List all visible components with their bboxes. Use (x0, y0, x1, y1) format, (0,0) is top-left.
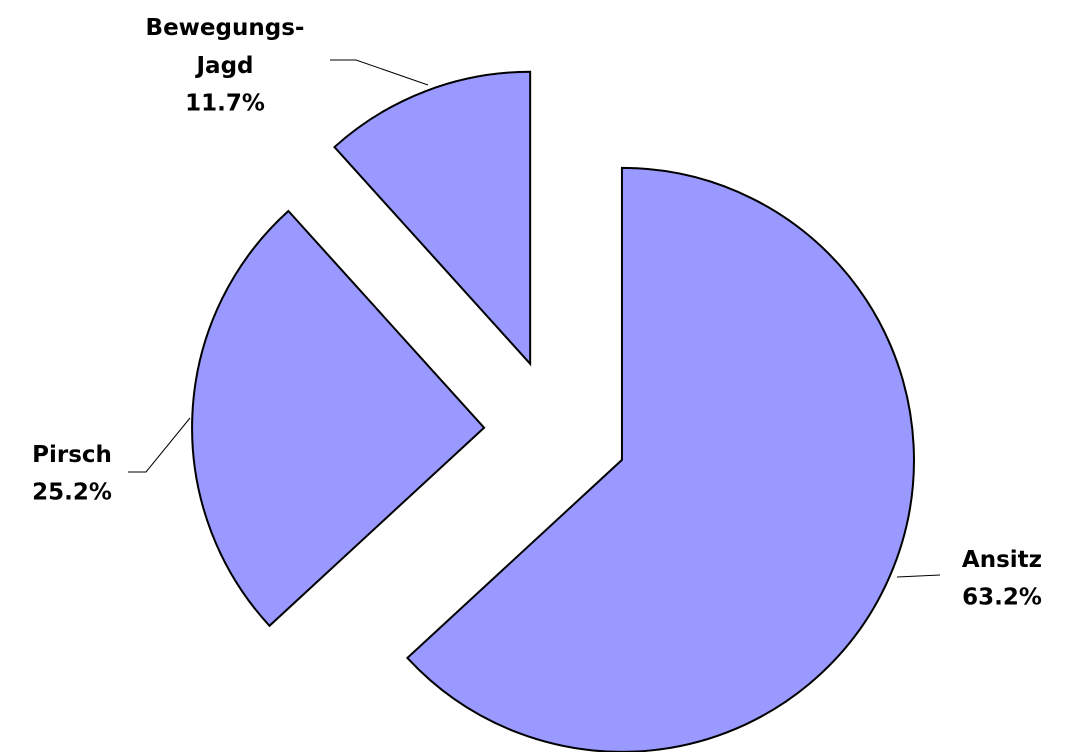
label-line: Pirsch (32, 442, 112, 468)
pie-slice (333, 70, 532, 367)
slice-label: Pirsch (32, 442, 112, 468)
value-label: 11.7% (185, 91, 265, 117)
leader-line (128, 417, 191, 473)
label-line: Bewegungs- (146, 15, 305, 41)
label-line: Ansitz (962, 547, 1042, 573)
leader-line (330, 59, 429, 86)
value-label: 25.2% (32, 480, 112, 506)
value-label: 63.2% (962, 585, 1042, 611)
slice-label: Ansitz (962, 547, 1042, 573)
slice-label: Bewegungs- Jagd (146, 15, 305, 79)
label-line: Jagd (194, 53, 253, 79)
leader-line (896, 574, 941, 578)
pie-slice (405, 166, 915, 752)
pie-slice (191, 209, 486, 628)
